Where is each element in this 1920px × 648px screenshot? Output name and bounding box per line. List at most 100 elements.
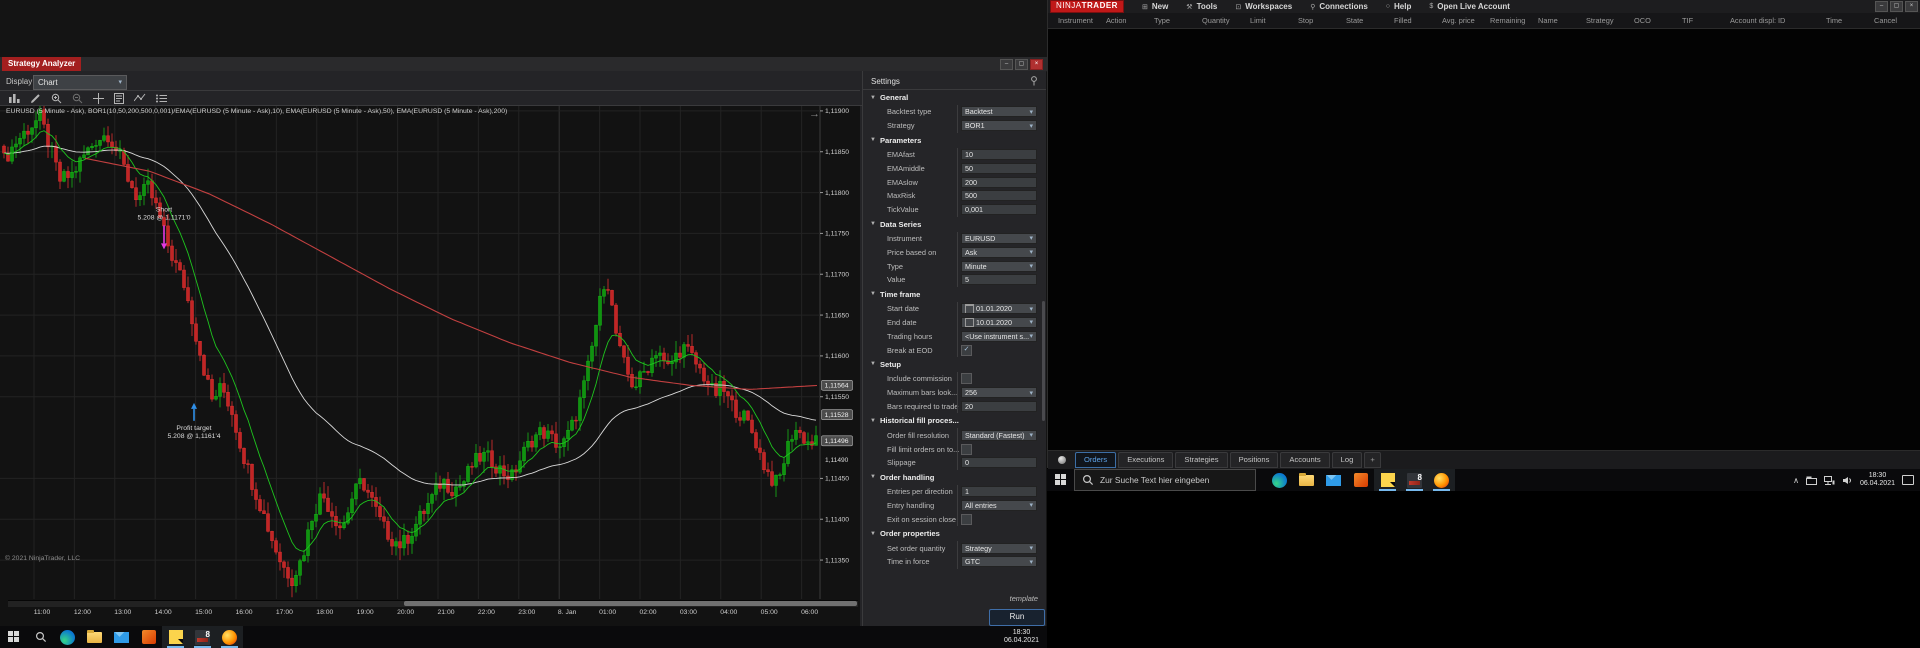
pan-right-icon[interactable]: → (809, 108, 820, 120)
menu-workspaces[interactable]: ⊡ Workspaces (1235, 2, 1292, 11)
dropdown-field[interactable]: 256 ▾ (961, 387, 1037, 399)
dropdown-field[interactable]: Standard (Fastest) ▾ (961, 429, 1037, 441)
checkbox[interactable] (961, 373, 972, 385)
column-header-instrument[interactable]: Instrument (1058, 16, 1093, 25)
crosshair-icon[interactable] (92, 92, 104, 104)
column-header-action[interactable]: Action (1106, 16, 1127, 25)
taskbar-clock[interactable]: 18:30 06.04.2021 (1004, 629, 1039, 645)
tab-executions[interactable]: Executions (1118, 452, 1174, 468)
dropdown-field[interactable]: GTC ▾ (961, 556, 1037, 568)
taskbar-item-mail[interactable] (108, 626, 135, 648)
checkbox[interactable] (961, 513, 972, 525)
column-header-strategy[interactable]: Strategy (1586, 16, 1614, 25)
taskbar-item-ninjatrader-8[interactable]: 8 (189, 626, 216, 648)
candlestick-chart[interactable]: 1,11900 1,11850 1,11800 1,11750 1,11700 1,116… (0, 106, 858, 599)
input-field[interactable]: 10 (961, 148, 1037, 160)
tab-strategies[interactable]: Strategies (1175, 452, 1228, 468)
minimize-icon[interactable]: – (1000, 59, 1013, 70)
display-select[interactable]: Chart ▾ (33, 75, 127, 90)
column-header-name[interactable]: Name (1538, 16, 1558, 25)
dropdown-field[interactable]: Backtest ▾ (961, 106, 1037, 118)
dropdown-field[interactable]: Ask ▾ (961, 246, 1037, 258)
zoom-out-icon[interactable] (71, 93, 83, 104)
dropdown-field[interactable]: All entries ▾ (961, 499, 1037, 511)
input-field[interactable]: 20 (961, 400, 1037, 412)
start-button[interactable] (1047, 469, 1074, 491)
column-header-quantity[interactable]: Quantity (1202, 16, 1230, 25)
chart-hscrollbar[interactable] (8, 600, 858, 607)
column-header-remaining[interactable]: Remaining (1490, 16, 1526, 25)
column-header-filled[interactable]: Filled (1394, 16, 1412, 25)
tab-accounts[interactable]: Accounts (1280, 452, 1330, 468)
menu-open-live-account[interactable]: $ Open Live Account (1429, 2, 1510, 11)
dropdown-field[interactable]: 10.01.2020 ▾ (961, 316, 1037, 328)
settings-scrollbar-thumb[interactable] (1042, 301, 1045, 421)
settings-section-historical-fill-proces-[interactable]: ▼ Historical fill proces... (863, 413, 1046, 428)
checkbox[interactable]: ✓ (961, 344, 972, 356)
template-link[interactable]: template (1009, 594, 1038, 603)
settings-section-parameters[interactable]: ▼ Parameters (863, 133, 1046, 148)
taskbar-item-sticky-notes[interactable] (1374, 469, 1401, 491)
column-header-account-displ-[interactable]: Account displ: (1730, 16, 1777, 25)
network-icon[interactable] (1823, 475, 1835, 485)
settings-section-order-handling[interactable]: ▼ Order handling (863, 470, 1046, 485)
taskbar-item-firefox[interactable] (216, 626, 243, 648)
dropdown-field[interactable]: 01.01.2020 ▾ (961, 303, 1037, 315)
taskbar-item-edge[interactable] (54, 626, 81, 648)
folder-tray-icon[interactable] (1805, 476, 1817, 485)
pencil-icon[interactable] (29, 93, 41, 104)
column-header-id[interactable]: ID (1778, 16, 1786, 25)
taskbar-item-office[interactable] (1347, 469, 1374, 491)
dropdown-field[interactable]: <Use instrument s... ▾ (961, 330, 1037, 342)
add-tab-button[interactable]: + (1364, 452, 1381, 468)
close-icon[interactable]: × (1030, 59, 1043, 70)
menu-tools[interactable]: ⚒ Tools (1186, 2, 1217, 11)
taskbar-item-firefox[interactable] (1428, 469, 1455, 491)
column-header-type[interactable]: Type (1154, 16, 1171, 25)
menu-help[interactable]: ○ Help (1386, 2, 1412, 11)
column-header-stop[interactable]: Stop (1298, 16, 1314, 25)
taskbar-item-sticky-notes[interactable] (162, 626, 189, 648)
input-field[interactable]: 50 (961, 162, 1037, 174)
pin-icon[interactable] (1030, 76, 1038, 86)
taskbar-item-office[interactable] (135, 626, 162, 648)
taskbar-item-mail[interactable] (1320, 469, 1347, 491)
minimize-icon[interactable]: – (1875, 1, 1888, 12)
input-field[interactable]: 0 (961, 457, 1037, 469)
zoom-in-icon[interactable] (50, 93, 62, 104)
input-field[interactable]: 500 (961, 190, 1037, 202)
run-button[interactable]: Run (989, 609, 1045, 626)
chart-hscrollbar-thumb[interactable] (404, 601, 857, 606)
line-study-icon[interactable] (134, 93, 146, 104)
chart-columns-icon[interactable] (8, 93, 20, 104)
taskbar-clock[interactable]: 18:30 06.04.2021 (1860, 472, 1895, 488)
settings-section-order-properties[interactable]: ▼ Order properties (863, 526, 1046, 541)
close-icon[interactable]: × (1905, 1, 1918, 12)
input-field[interactable]: 1 (961, 486, 1037, 498)
dropdown-field[interactable]: Strategy ▾ (961, 542, 1037, 554)
search-icon[interactable] (27, 626, 54, 648)
column-header-limit[interactable]: Limit (1250, 16, 1266, 25)
input-field[interactable]: 0,001 (961, 204, 1037, 216)
report-icon[interactable] (113, 92, 125, 104)
tab-positions[interactable]: Positions (1229, 452, 1279, 468)
connection-status-icon[interactable] (1058, 456, 1066, 464)
settings-section-time-frame[interactable]: ▼ Time frame (863, 287, 1046, 302)
start-button[interactable] (0, 626, 27, 648)
menu-connections[interactable]: ⚲ Connections (1310, 2, 1368, 11)
menu-new[interactable]: ⊞ New (1142, 2, 1168, 11)
dropdown-field[interactable]: Minute ▾ (961, 260, 1037, 272)
strategy-analyzer-tab[interactable]: Strategy Analyzer (2, 57, 82, 71)
tab-log[interactable]: Log (1331, 452, 1363, 468)
taskbar-item-explorer[interactable] (1293, 469, 1320, 491)
column-header-oco[interactable]: OCO (1634, 16, 1651, 25)
search-input[interactable]: Zur Suche Text hier eingeben (1074, 469, 1256, 491)
column-header-cancel[interactable]: Cancel (1874, 16, 1898, 25)
column-header-state[interactable]: State (1346, 16, 1364, 25)
maximize-icon[interactable]: ▢ (1015, 59, 1028, 70)
column-header-time[interactable]: Time (1826, 16, 1843, 25)
hidden-icons-chevron[interactable]: ∧ (1793, 475, 1799, 485)
taskbar-item-ninjatrader-8[interactable]: 8 (1401, 469, 1428, 491)
dropdown-field[interactable]: BOR1 ▾ (961, 120, 1037, 132)
input-field[interactable]: 5 (961, 274, 1037, 286)
